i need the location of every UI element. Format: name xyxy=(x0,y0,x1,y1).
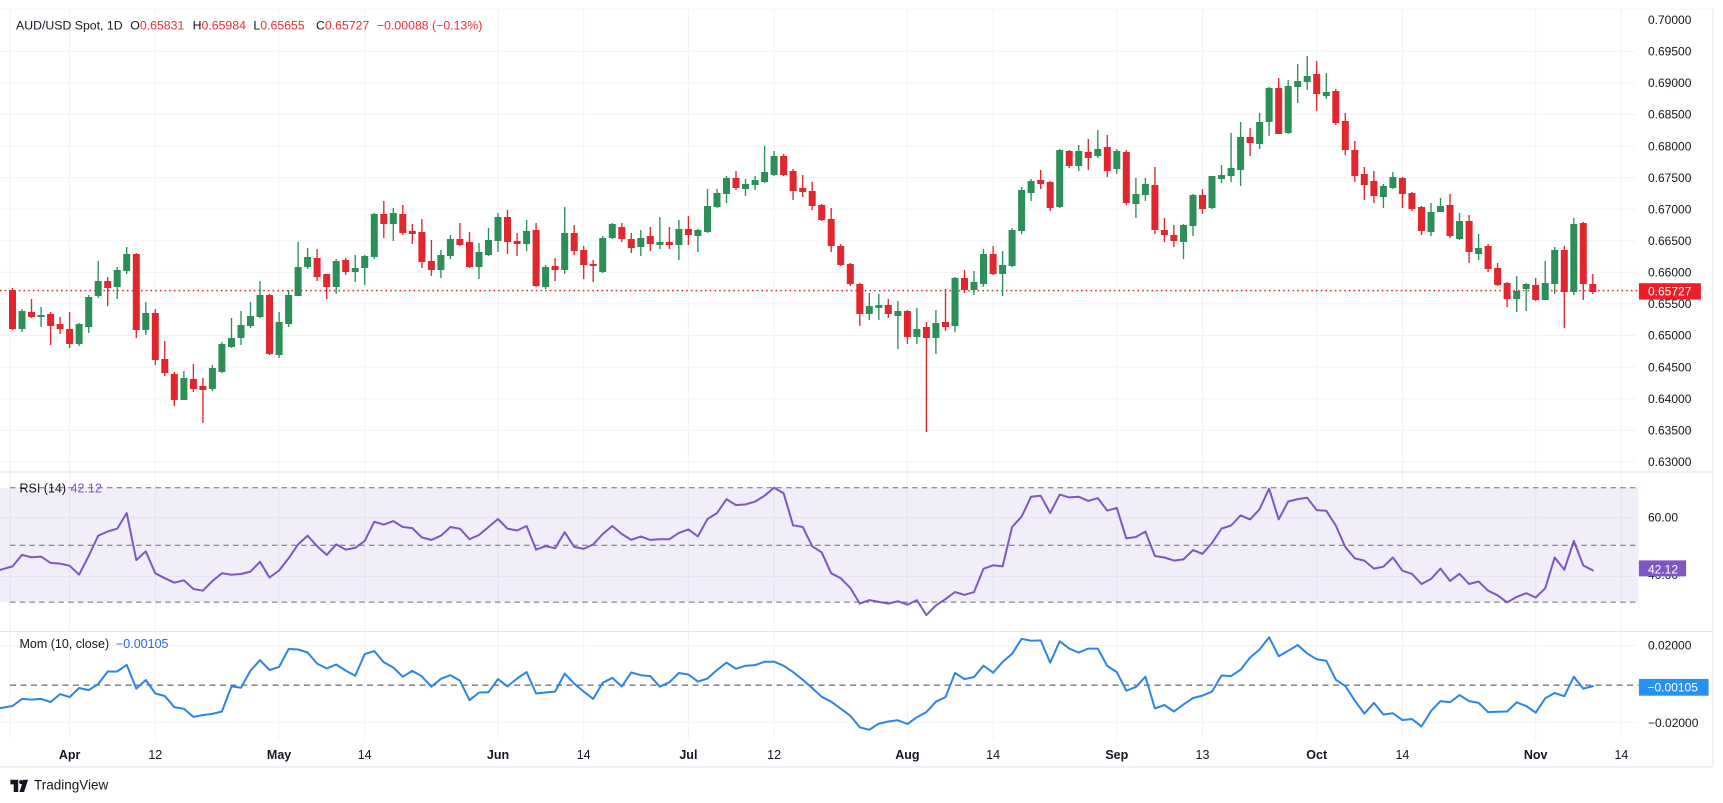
svg-text:Nov: Nov xyxy=(1524,748,1548,762)
svg-text:−0.02000: −0.02000 xyxy=(1648,716,1699,730)
svg-text:0.63000: 0.63000 xyxy=(1648,455,1692,469)
svg-text:14: 14 xyxy=(1614,748,1628,762)
svg-text:Jun: Jun xyxy=(487,748,509,762)
svg-text:0.65000: 0.65000 xyxy=(1648,329,1692,343)
svg-text:Oct: Oct xyxy=(1306,748,1328,762)
svg-text:0.70000: 0.70000 xyxy=(1648,13,1692,27)
svg-text:Apr: Apr xyxy=(59,748,81,762)
svg-text:0.65500: 0.65500 xyxy=(1648,297,1692,311)
svg-text:May: May xyxy=(267,748,291,762)
svg-text:0.65727: 0.65727 xyxy=(1648,285,1692,299)
svg-text:42.12: 42.12 xyxy=(71,481,102,495)
svg-text:Jul: Jul xyxy=(679,748,697,762)
svg-text:0.02000: 0.02000 xyxy=(1648,639,1692,653)
svg-text:14: 14 xyxy=(986,748,1000,762)
svg-text:−0.00105: −0.00105 xyxy=(116,637,169,651)
svg-text:0.63500: 0.63500 xyxy=(1648,423,1692,437)
svg-text:Aug: Aug xyxy=(895,748,919,762)
svg-text:12: 12 xyxy=(148,748,162,762)
svg-text:0.66500: 0.66500 xyxy=(1648,234,1692,248)
svg-text:14: 14 xyxy=(358,748,372,762)
svg-text:0.66000: 0.66000 xyxy=(1648,266,1692,280)
svg-text:0.64000: 0.64000 xyxy=(1648,392,1692,406)
svg-text:0.67500: 0.67500 xyxy=(1648,171,1692,185)
svg-text:14: 14 xyxy=(1395,748,1409,762)
svg-text:0.69000: 0.69000 xyxy=(1648,76,1692,90)
svg-text:14: 14 xyxy=(577,748,591,762)
svg-text:−0.00105: −0.00105 xyxy=(1648,681,1699,695)
svg-text:0.68500: 0.68500 xyxy=(1648,108,1692,122)
svg-text:0.64500: 0.64500 xyxy=(1648,360,1692,374)
svg-text:0.67000: 0.67000 xyxy=(1648,202,1692,216)
svg-text:13: 13 xyxy=(1196,748,1210,762)
svg-text:42.12: 42.12 xyxy=(1648,562,1678,576)
svg-text:TradingView: TradingView xyxy=(34,778,109,793)
svg-text:Mom (10, close): Mom (10, close) xyxy=(20,637,110,651)
svg-text:12: 12 xyxy=(767,748,781,762)
svg-text:0.68000: 0.68000 xyxy=(1648,139,1692,153)
svg-text:60.00: 60.00 xyxy=(1648,511,1678,525)
svg-text:Sep: Sep xyxy=(1105,748,1128,762)
svg-text:RSI (14): RSI (14) xyxy=(20,481,67,495)
svg-text:0.69500: 0.69500 xyxy=(1648,45,1692,59)
